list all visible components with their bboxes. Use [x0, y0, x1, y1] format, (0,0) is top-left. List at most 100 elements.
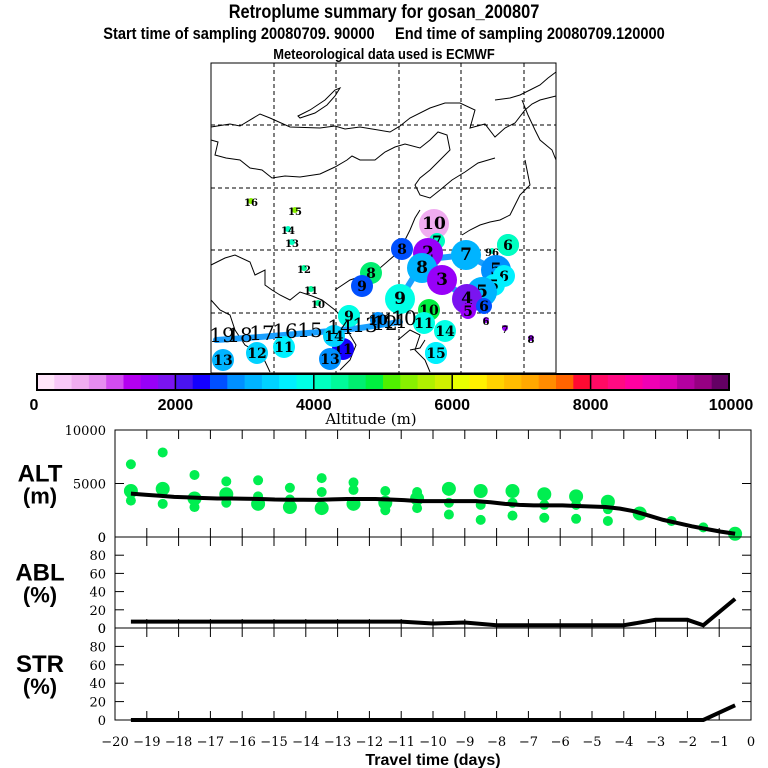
cluster-label: 8: [397, 242, 407, 258]
cluster-marker: [502, 325, 508, 331]
panel-label: STR: [16, 651, 64, 678]
colorbar-tick-label: 10000: [709, 397, 754, 414]
colorbar-tick-label: 8000: [573, 397, 609, 414]
trajectory-cluster: 3: [427, 265, 457, 295]
panel-unit-label: (m): [23, 484, 57, 509]
colorbar-tick-label: 6000: [434, 397, 470, 414]
altitude-point: [380, 505, 391, 516]
cluster-marker: [289, 239, 295, 245]
track-day-label: 17: [249, 321, 274, 345]
altitude-point: [569, 489, 584, 504]
trajectory-cluster: 96: [485, 248, 499, 259]
altitude-point: [221, 476, 232, 487]
cluster-marker: [483, 317, 489, 323]
colorbar-swatch: [556, 374, 574, 390]
trajectory-clusters: 1615141312111098910782837669656554566789…: [209, 198, 535, 371]
colorbar-swatch: [140, 374, 159, 390]
trajectory-cluster: 13: [285, 239, 299, 250]
colorbar-swatch: [88, 374, 107, 390]
trajectory-cluster: 10: [311, 300, 325, 311]
cluster-label: 5: [476, 282, 488, 302]
cluster-label: 13: [213, 353, 232, 369]
trajectory-cluster: 15: [288, 207, 302, 218]
altitude-point: [537, 487, 552, 502]
colorbar-swatch: [642, 374, 661, 390]
trajectory-cluster: 12: [297, 265, 311, 276]
track-day-label: 14: [327, 315, 352, 339]
colorbar-swatch: [158, 374, 176, 390]
x-tick-label: −18: [165, 735, 192, 750]
colorbar-swatch: [469, 374, 488, 390]
cluster-label: 12: [247, 346, 266, 362]
colorbar-swatch: [573, 374, 592, 390]
x-tick-label: −17: [197, 735, 224, 750]
cluster-label: 10: [311, 300, 325, 311]
altitude-point: [348, 484, 359, 495]
cluster-marker: [489, 248, 495, 254]
trajectory-cluster: 9: [385, 284, 415, 314]
y-tick-label: 0: [98, 622, 106, 637]
cluster-marker: [413, 312, 435, 334]
altitude-point: [473, 483, 488, 498]
altitude-point: [412, 503, 423, 514]
str-line: [130, 703, 736, 722]
trajectory-cluster: 13: [212, 349, 234, 371]
colorbar-swatch: [37, 374, 55, 390]
trajectory-cluster: 6: [476, 298, 492, 315]
colorbar-swatch: [711, 374, 730, 390]
x-tick-label: 0: [747, 735, 755, 750]
cluster-marker: [292, 207, 298, 213]
cluster-marker: [319, 348, 341, 370]
altitude-point: [157, 447, 168, 458]
trajectory-cluster: 14: [281, 226, 295, 237]
trajectory-cluster: 16: [244, 198, 258, 209]
trajectory-map: 1615141312111098910782837669656554566789…: [209, 62, 557, 374]
panel-label: ALT: [18, 461, 63, 488]
cluster-label: 15: [288, 207, 302, 218]
cluster-label: 8: [366, 266, 376, 282]
colorbar-tick-label: 2000: [158, 397, 194, 414]
trajectory-cluster: 15: [425, 342, 447, 364]
altitude-point: [155, 481, 170, 496]
trajectory-cluster: 8: [391, 238, 413, 260]
y-tick-label: 0: [98, 714, 106, 729]
cluster-marker: [273, 336, 295, 358]
colorbar-swatch: [54, 374, 73, 390]
colorbar-tick-label: 4000: [296, 397, 332, 414]
trajectory-cluster: 9: [338, 305, 360, 327]
cluster-label: 96: [485, 248, 499, 259]
trajectory-cluster: 11: [304, 286, 318, 297]
cluster-marker: [323, 325, 345, 347]
cluster-label: 15: [426, 346, 445, 362]
trajectory-cluster: 9: [351, 275, 373, 297]
cluster-label: 6: [479, 299, 489, 315]
x-tick-label: −5: [582, 735, 601, 750]
panel-unit-label: (%): [23, 583, 57, 608]
colorbar-tick-label: 0: [30, 397, 39, 414]
y-tick-label: 80: [89, 549, 106, 564]
panel-unit-label: (%): [23, 674, 57, 699]
colorbar-swatch: [625, 374, 643, 390]
page-title: Retroplume summary for gosan_200807: [228, 2, 540, 23]
cluster-marker: [308, 286, 314, 292]
x-tick-label: −14: [292, 735, 319, 750]
panel-label: ABL: [15, 560, 64, 587]
cluster-label: 11: [274, 340, 293, 356]
x-tick-label: −10: [419, 735, 446, 750]
trajectory-cluster: 11: [413, 312, 435, 334]
cluster-label: 8: [416, 258, 428, 278]
cluster-label: 7: [460, 245, 472, 265]
cluster-marker: [248, 198, 254, 204]
y-tick-label: 0: [98, 531, 106, 546]
altitude-point: [316, 473, 327, 484]
track-day-label: 16: [272, 319, 297, 343]
colorbar-swatch: [486, 374, 505, 390]
colorbar-swatch: [538, 374, 557, 390]
y-tick-label: 80: [89, 640, 106, 655]
y-tick-label: 60: [89, 659, 106, 674]
altitude-point: [412, 487, 423, 498]
altitude-point: [539, 512, 550, 523]
colorbar-label: Altitude (m): [324, 410, 416, 428]
panel-str: 0 20 40 60 80 0 STR(%): [16, 622, 752, 729]
x-tick-label: −1: [710, 735, 729, 750]
